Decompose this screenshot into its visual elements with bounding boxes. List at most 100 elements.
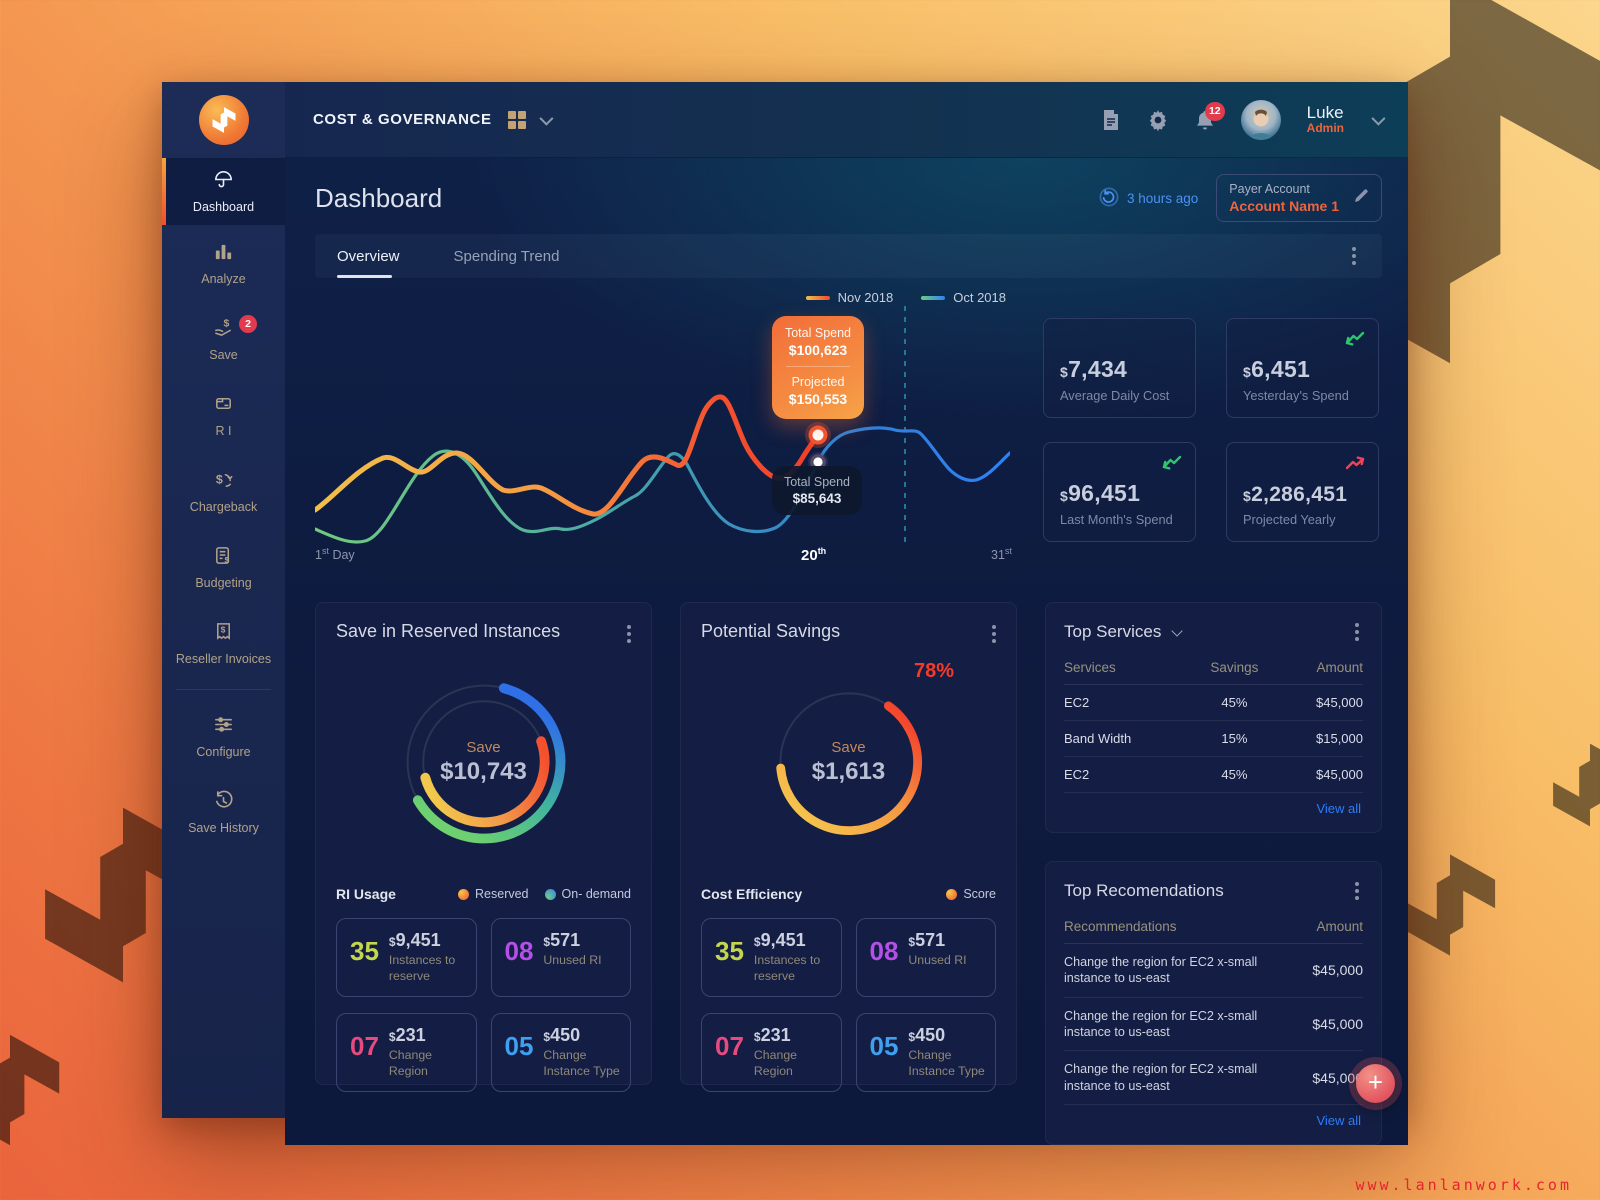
legend-title: RI Usage <box>336 886 396 902</box>
sidebar-item-save-history[interactable]: Save History <box>162 774 285 850</box>
sidebar-item-label: Dashboard <box>192 200 255 214</box>
top-services-card: Top Services Services Savings Amount <box>1045 602 1382 833</box>
tooltip-value: $85,643 <box>792 491 842 506</box>
history-icon <box>213 790 234 814</box>
top-recommendations-table: Recommendations Amount Change the region… <box>1064 912 1363 1106</box>
tile-change-instance-type[interactable]: 05 $450 Change Instance Type <box>490 1012 631 1092</box>
svg-text:$: $ <box>221 624 226 634</box>
legend-score[interactable]: Score <box>946 887 996 901</box>
legend-on-demand[interactable]: On- demand <box>544 887 631 901</box>
table-row[interactable]: Change the region for EC2 x-small instan… <box>1064 997 1363 1052</box>
tab-spending-trend[interactable]: Spending Trend <box>453 247 560 265</box>
refresh-control[interactable]: 3 hours ago <box>1099 187 1198 210</box>
sidebar-item-budgeting[interactable]: $ Budgeting <box>162 529 285 605</box>
add-button[interactable]: + <box>1356 1064 1395 1104</box>
bar-chart-icon <box>213 241 234 265</box>
table-row[interactable]: Change the region for EC2 x-small instan… <box>1064 943 1363 998</box>
logo-cell <box>162 82 285 158</box>
tile-change-region[interactable]: 07 $231 Change Region <box>336 1012 477 1092</box>
payer-account-label: Payer Account <box>1229 182 1310 196</box>
reserved-instance-icon <box>213 393 234 417</box>
tile-instances-to-reserve[interactable]: 35 $9,451 Instances to reserve <box>701 918 842 997</box>
sidebar-item-label: Configure <box>196 744 251 759</box>
tile-unused-ri[interactable]: 08 $571 Unused RI <box>855 918 996 997</box>
sidebar-item-dashboard[interactable]: Dashboard <box>162 158 285 225</box>
tile-instances-to-reserve[interactable]: 35 $9,451 Instances to reserve <box>336 918 477 997</box>
sidebar-divider <box>176 689 271 690</box>
legend-nov[interactable]: Nov 2018 <box>805 290 893 305</box>
card-kebab-menu[interactable] <box>1351 619 1363 645</box>
sidebar-item-analyze[interactable]: Analyze <box>162 225 285 301</box>
content-area: Dashboard 3 hours ago Payer Account Acco… <box>285 158 1408 1146</box>
payer-account-box[interactable]: Payer Account Account Name 1 <box>1216 174 1382 222</box>
edit-pencil-icon[interactable] <box>1353 188 1369 209</box>
sidebar-item-configure[interactable]: Configure <box>162 698 285 774</box>
notification-count-badge: 12 <box>1204 101 1225 121</box>
oct-swatch <box>921 295 946 300</box>
invoice-icon: $ <box>213 621 234 645</box>
score-arc <box>775 701 922 836</box>
donut-center-value: $10,743 <box>440 757 527 785</box>
table-row[interactable]: Change the region for EC2 x-small instan… <box>1064 1050 1363 1106</box>
table-row[interactable]: Band Width 15% $15,000 <box>1064 720 1363 757</box>
card-kebab-menu[interactable] <box>1351 878 1363 904</box>
dashboard-window: Dashboard Analyze 2 $ Save R I $ Chargeb… <box>162 82 1408 1146</box>
view-all-link[interactable]: View all <box>1316 801 1361 816</box>
svg-text:$: $ <box>216 472 223 486</box>
card-kebab-menu[interactable] <box>623 621 635 647</box>
user-name: Luke <box>1306 102 1344 122</box>
legend-title: Cost Efficiency <box>701 886 803 902</box>
legend-reserved[interactable]: Reserved <box>458 887 529 901</box>
tile-unused-ri[interactable]: 08 $571 Unused RI <box>490 918 631 997</box>
report-document-icon[interactable] <box>1101 109 1121 131</box>
nov-series-line <box>315 394 821 517</box>
user-menu[interactable]: Luke Admin <box>1307 103 1344 136</box>
x-tick-20th: 20th <box>801 546 827 564</box>
nov-marker-dot[interactable] <box>808 425 828 445</box>
payer-account-value: Account Name 1 <box>1229 198 1339 214</box>
sidebar-item-chargeback[interactable]: $ Chargeback <box>162 453 285 529</box>
ri-tiles: 35 $9,451 Instances to reserve 08 $571 Unu… <box>336 918 631 1092</box>
settings-gear-icon[interactable] <box>1147 109 1169 131</box>
tooltip-label: Total Spend <box>784 326 852 340</box>
bg-cube-mark <box>1545 740 1600 830</box>
apps-grid-icon[interactable] <box>507 110 526 129</box>
chevron-down-icon[interactable] <box>1371 111 1386 126</box>
table-row[interactable]: EC2 45% $45,000 <box>1064 684 1363 721</box>
notifications-bell-icon[interactable]: 12 <box>1195 101 1225 131</box>
chevron-down-icon[interactable] <box>538 111 554 126</box>
tile-change-instance-type[interactable]: 05 $450 Change Instance Type <box>855 1012 996 1092</box>
tile-change-region[interactable]: 07 $231 Change Region <box>701 1012 842 1092</box>
card-title: Top Recomendations <box>1064 881 1224 900</box>
card-kebab-menu[interactable] <box>988 621 1000 647</box>
kpi-last-months-spend[interactable]: $96,451 Last Month's Spend <box>1043 442 1196 542</box>
user-role: Admin <box>1306 121 1344 136</box>
on-demand-arc <box>412 683 565 844</box>
save-badge: 2 <box>239 315 257 333</box>
view-all-link[interactable]: View all <box>1316 1113 1361 1129</box>
chevron-down-icon[interactable] <box>1171 624 1183 637</box>
sidebar-item-ri[interactable]: R I <box>162 377 285 453</box>
sidebar-item-reseller-invoices[interactable]: $ Reseller Invoices <box>162 605 285 681</box>
chart-canvas <box>315 306 1010 544</box>
sidebar-item-label: R I <box>215 423 232 438</box>
score-percent-label: 78% <box>913 660 954 682</box>
sidebar-item-save[interactable]: 2 $ Save <box>162 301 285 377</box>
tab-bar: Overview Spending Trend <box>315 234 1382 278</box>
x-tick-first-day: 1st Day <box>315 546 355 563</box>
tab-overview[interactable]: Overview <box>337 234 400 278</box>
table-row[interactable]: EC2 45% $45,000 <box>1064 756 1363 793</box>
donut-center-label: Save <box>466 738 501 756</box>
kpi-projected-yearly[interactable]: $2,286,451 Projected Yearly <box>1226 442 1379 542</box>
x-tick-31st: 31st <box>991 546 1012 563</box>
cost-efficiency-donut: Save $1,613 78% <box>701 648 996 876</box>
last-refresh-text: 3 hours ago <box>1126 190 1199 206</box>
legend-oct[interactable]: Oct 2018 <box>921 290 1006 305</box>
sidebar-item-label: Reseller Invoices <box>175 651 272 666</box>
kpi-yesterdays-spend[interactable]: $6,451 Yesterday's Spend <box>1226 318 1379 418</box>
tab-bar-kebab-menu[interactable] <box>1348 243 1360 269</box>
kpi-average-daily-cost[interactable]: $7,434 Average Daily Cost <box>1043 318 1196 418</box>
sidebar-item-label: Save <box>209 347 238 362</box>
app-logo[interactable] <box>198 95 249 145</box>
user-avatar[interactable] <box>1240 99 1281 140</box>
